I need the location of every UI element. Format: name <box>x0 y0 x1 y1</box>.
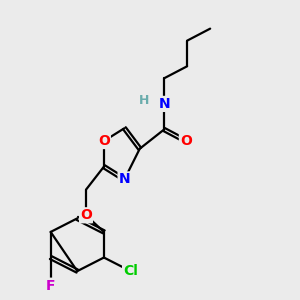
Text: O: O <box>80 208 92 222</box>
Text: N: N <box>158 97 170 111</box>
Text: O: O <box>180 134 192 148</box>
Text: H: H <box>138 94 149 106</box>
Text: F: F <box>46 279 56 293</box>
Text: Cl: Cl <box>123 264 138 278</box>
Text: O: O <box>98 134 110 148</box>
Text: N: N <box>118 172 130 186</box>
